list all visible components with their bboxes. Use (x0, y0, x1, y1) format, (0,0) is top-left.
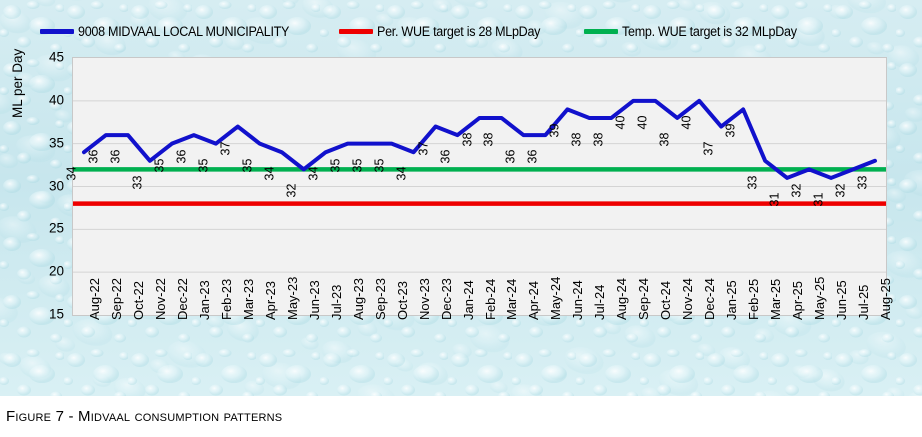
data-label: 40 (635, 115, 650, 130)
x-axis-tick-label: Jan-25 (724, 280, 740, 320)
data-label: 32 (833, 183, 848, 198)
data-label: 35 (196, 158, 211, 173)
legend-label-permanent-target: Per. WUE target is 28 MLpDay (377, 23, 541, 39)
data-label: 35 (350, 158, 365, 173)
line-swatch-red-icon (339, 28, 374, 34)
x-axis-tick-label: May-25 (812, 276, 828, 320)
x-axis-tick-label: Nov-24 (680, 278, 696, 320)
data-label: 33 (855, 175, 870, 190)
legend-item-series[interactable]: 9008 MIDVAAL LOCAL MUNICIPALITY (40, 20, 305, 42)
data-label: 31 (767, 192, 782, 207)
data-label: 34 (306, 166, 321, 181)
data-label: 34 (64, 166, 79, 181)
data-label: 35 (328, 158, 343, 173)
x-axis-tick-label: Aug-24 (614, 278, 630, 320)
x-axis-tick-label: Aug-25 (878, 278, 893, 320)
x-axis-tick-label: Mar-24 (504, 278, 520, 320)
data-label: 37 (416, 141, 431, 156)
y-axis-tick-label: 45 (48, 49, 64, 65)
data-label: 38 (591, 132, 606, 147)
x-axis-tick-label: Jul-24 (592, 284, 608, 320)
x-axis-tick-label: Jun-24 (570, 280, 586, 320)
data-label: 39 (723, 123, 738, 138)
data-label: 40 (613, 115, 628, 130)
figure-caption-text: Figure 7 - Midvaal consumption patterns (6, 408, 283, 425)
data-label: 36 (174, 149, 189, 164)
legend-item-permanent-target[interactable]: Per. WUE target is 28 MLpDay (339, 20, 552, 42)
x-axis-tick-label: Dec-22 (174, 278, 190, 320)
x-axis-tick-label: Dec-24 (702, 278, 718, 320)
x-axis-tick-label: Apr-23 (262, 280, 278, 320)
x-axis-tick-label: Feb-23 (218, 278, 234, 320)
data-label: 36 (86, 149, 101, 164)
line-swatch-green-icon (584, 28, 619, 34)
legend-label-temporary-target: Temp. WUE target is 32 MLpDay (622, 23, 798, 39)
y-axis-tick-label: 40 (48, 92, 64, 108)
data-label: 40 (679, 115, 694, 130)
plot-area: 34 36 36 33 35 36 35 37 35 34 32 34 35 35 35 34 37 36 38 38… (64, 57, 887, 316)
data-label: 34 (394, 166, 409, 181)
x-axis-tick-label: Jan-23 (196, 280, 212, 320)
data-label: 39 (547, 123, 562, 138)
data-label: 33 (130, 175, 145, 190)
data-label: 32 (789, 183, 804, 198)
data-label: 33 (745, 175, 760, 190)
data-label: 36 (525, 149, 540, 164)
x-axis-tick-label: Jul-23 (328, 284, 344, 320)
x-axis-tick-label: Sep-22 (108, 278, 124, 320)
line-swatch-blue-icon (40, 28, 74, 34)
data-label: 34 (262, 166, 277, 181)
x-axis-tick-label: Aug-23 (350, 278, 366, 320)
x-axis-tick-label: Dec-23 (438, 278, 454, 320)
x-axis-tick-label: May-23 (284, 276, 300, 320)
x-axis-tick-label: Oct-24 (658, 280, 674, 320)
x-axis-tick-label: Nov-22 (152, 278, 168, 320)
x-axis-tick-label: Aug-22 (86, 278, 102, 320)
x-axis-tick-label: Jun-23 (306, 280, 322, 320)
x-axis-tick-label: Oct-23 (394, 280, 410, 320)
x-axis-tick-label: Sep-24 (636, 278, 652, 320)
series-line (81, 98, 878, 180)
x-axis-tick-label: Mar-25 (768, 278, 784, 320)
legend-label-series: 9008 MIDVAAL LOCAL MUNICIPALITY (78, 23, 290, 39)
x-axis-tick-label: Sep-23 (372, 278, 388, 320)
data-label: 37 (701, 141, 716, 156)
y-axis-title: ML per Day (10, 48, 25, 118)
x-axis-tick-label: Jan-24 (460, 280, 476, 320)
x-axis-tick-label: Apr-24 (526, 280, 542, 320)
x-axis-tick-label: Feb-24 (482, 278, 498, 320)
x-axis-tick-label: Mar-23 (240, 278, 256, 320)
data-label: 38 (481, 132, 496, 147)
y-axis-tick-label: 25 (48, 220, 64, 236)
x-axis-tick-label: Oct-22 (130, 280, 146, 320)
x-axis-tick-label: Jun-25 (834, 280, 850, 320)
x-axis-tick-label: Nov-23 (416, 278, 432, 320)
data-label: 36 (108, 149, 123, 164)
figure-caption: Figure 7 - Midvaal consumption patterns (0, 396, 922, 437)
x-axis-tick-label: May-24 (548, 276, 564, 320)
y-axis-tick-label: 15 (48, 306, 64, 322)
data-label: 36 (503, 149, 518, 164)
y-axis-tick-label: 30 (48, 178, 64, 193)
data-label: 38 (569, 132, 584, 147)
chart-legend: 9008 MIDVAAL LOCAL MUNICIPALITY Per. WUE… (0, 20, 922, 42)
plot-svg (73, 98, 886, 273)
data-label: 32 (284, 183, 299, 198)
x-axis-tick-label: Apr-25 (790, 280, 806, 320)
y-axis-tick-label: 35 (48, 135, 64, 151)
data-label: 35 (152, 158, 167, 173)
data-label: 36 (438, 149, 453, 164)
data-label: 35 (240, 158, 255, 173)
x-axis-tick-label: Jul-25 (856, 284, 872, 320)
data-label: 38 (460, 132, 474, 147)
data-label: 37 (218, 141, 233, 156)
data-label: 31 (811, 192, 826, 207)
data-label: 38 (657, 132, 672, 147)
x-axis-tick-label: Feb-25 (746, 278, 762, 320)
data-label: 35 (372, 158, 387, 173)
figure-container: 9008 MIDVAAL LOCAL MUNICIPALITY Per. WUE… (0, 0, 922, 396)
legend-item-temporary-target[interactable]: Temp. WUE target is 32 MLpDay (584, 20, 810, 42)
y-axis-tick-label: 20 (48, 263, 64, 279)
